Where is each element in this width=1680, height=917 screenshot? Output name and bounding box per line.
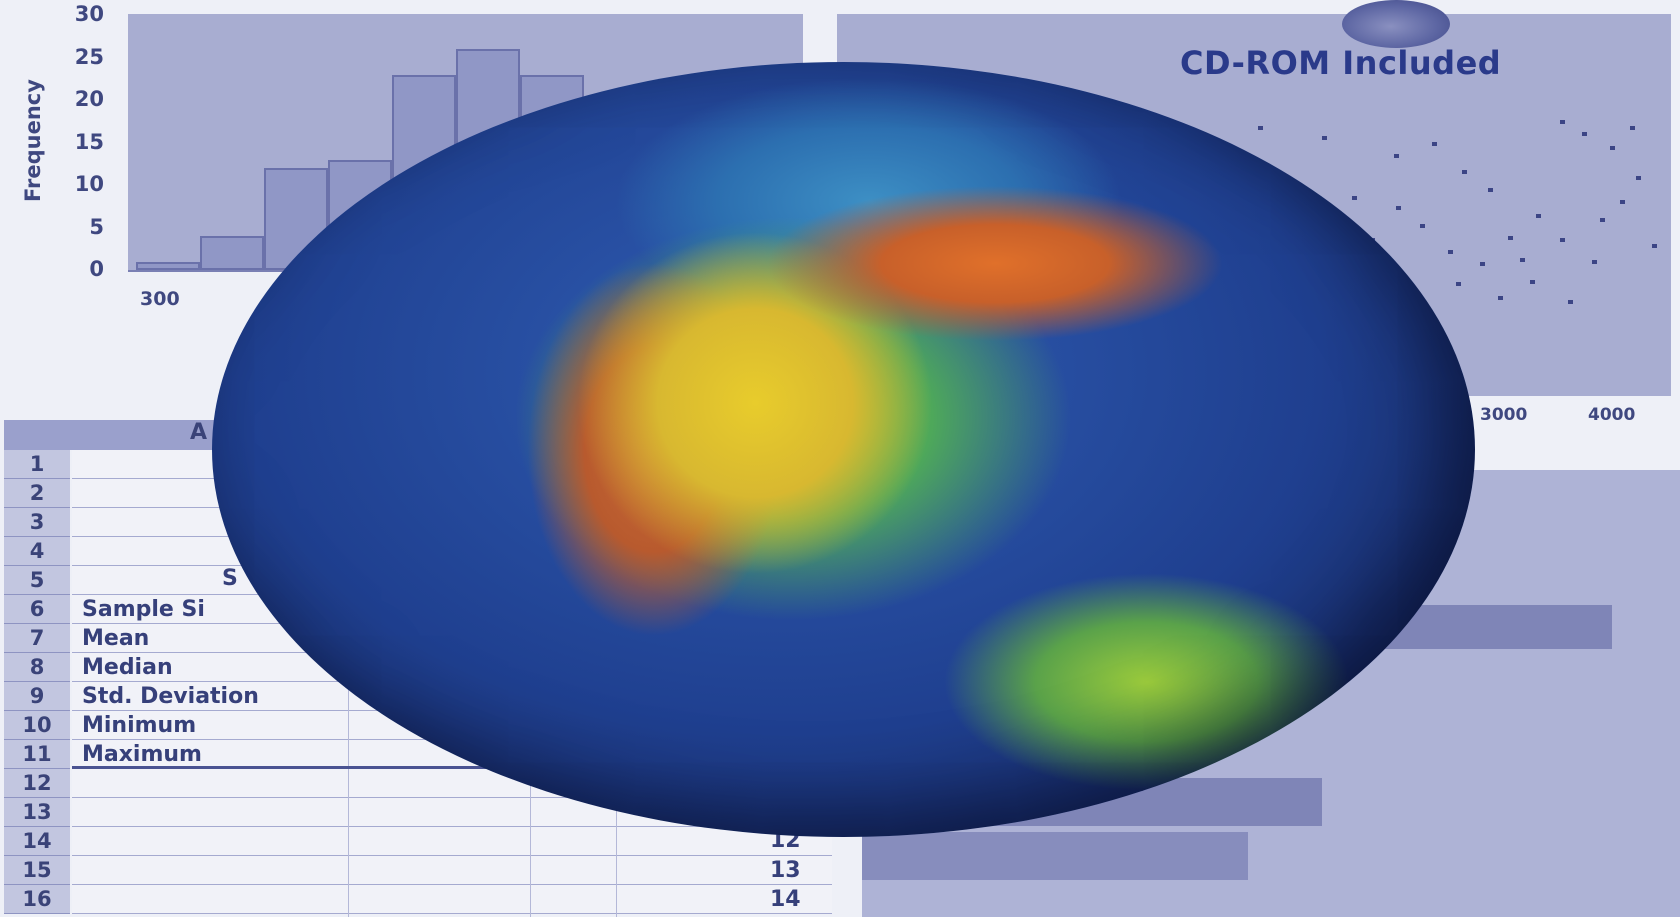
scatter-point <box>1610 146 1615 150</box>
scatter-point <box>1652 244 1657 248</box>
spreadsheet-row-number: 5 <box>4 566 70 595</box>
spreadsheet-row <box>72 885 832 914</box>
spreadsheet-row-number: 15 <box>4 856 70 885</box>
histogram-bar <box>200 236 264 270</box>
scatter-point <box>1636 176 1641 180</box>
scatter-point <box>1530 280 1535 284</box>
spreadsheet-row-number: 3 <box>4 508 70 537</box>
scatter-point <box>1396 206 1401 210</box>
histogram-bar <box>136 261 200 270</box>
spreadsheet-label: Median <box>82 655 173 680</box>
spreadsheet-number: 13 <box>770 858 801 883</box>
histogram-y-tick: 5 <box>89 214 104 239</box>
histogram-y-tick: 30 <box>74 2 104 26</box>
scatter-point <box>1508 236 1513 240</box>
scatter-point <box>1456 282 1461 286</box>
earth-globe-image <box>212 62 1475 837</box>
histogram-y-tick: 0 <box>89 257 104 281</box>
histogram-y-tick: 25 <box>74 44 104 69</box>
scatter-point <box>1480 262 1485 266</box>
scatter-point <box>1560 120 1565 124</box>
scatter-point <box>1560 238 1565 242</box>
spreadsheet-number: 14 <box>770 887 801 912</box>
histogram-x-tick: 300 <box>140 288 180 310</box>
histogram-y-tick: 10 <box>74 172 104 196</box>
scatter-point <box>1352 196 1357 200</box>
spreadsheet-row-number: 16 <box>4 885 70 914</box>
scatter-x-tick: 4000 <box>1588 405 1636 425</box>
scatter-point <box>1462 170 1467 174</box>
spreadsheet-column-header: A <box>190 420 208 445</box>
scatter-point <box>1432 142 1437 146</box>
spreadsheet-row-number: 8 <box>4 653 70 682</box>
spreadsheet-row-number: 9 <box>4 682 70 711</box>
spreadsheet-row <box>72 827 832 856</box>
spreadsheet-row-number: 10 <box>4 711 70 740</box>
spreadsheet-row-number: 14 <box>4 827 70 856</box>
spreadsheet-label: Mean <box>82 626 150 651</box>
spreadsheet-row-number: 4 <box>4 537 70 566</box>
spreadsheet-row-number: 12 <box>4 769 70 798</box>
scatter-point <box>1582 132 1587 136</box>
scatter-point <box>1520 258 1525 262</box>
histogram-y-axis-label: Frequency <box>21 79 45 202</box>
scatter-point <box>1600 218 1605 222</box>
spreadsheet-row <box>72 856 832 885</box>
horizontal-bar <box>862 832 1248 880</box>
scatter-point <box>1620 200 1625 204</box>
spreadsheet-row-number: 1 <box>4 450 70 479</box>
scatter-point <box>1420 224 1425 228</box>
spreadsheet-row-number: 2 <box>4 479 70 508</box>
scatter-x-tick: 3000 <box>1480 405 1528 425</box>
spreadsheet-label: Maximum <box>82 742 202 767</box>
scatter-point <box>1448 250 1453 254</box>
spreadsheet-row-number: 7 <box>4 624 70 653</box>
scatter-point <box>1568 300 1573 304</box>
spreadsheet-label: Sample Si <box>82 597 205 622</box>
cd-disc-icon <box>1342 0 1450 48</box>
scatter-point <box>1592 260 1597 264</box>
spreadsheet-row-number: 6 <box>4 595 70 624</box>
scatter-point <box>1498 296 1503 300</box>
spreadsheet-row-number: 13 <box>4 798 70 827</box>
spreadsheet-heading-fragment: S <box>222 566 238 591</box>
histogram-y-tick: 20 <box>74 87 104 111</box>
cd-rom-banner: CD-ROM Included <box>1180 44 1502 82</box>
scatter-point <box>1394 154 1399 158</box>
spreadsheet-label: Minimum <box>82 713 197 738</box>
histogram-y-tick: 15 <box>74 129 104 154</box>
spreadsheet-label: Std. Deviation <box>82 684 259 709</box>
scatter-point <box>1322 136 1327 140</box>
summary-divider <box>72 766 832 769</box>
spreadsheet-row-number: 11 <box>4 740 70 769</box>
scatter-point <box>1488 188 1493 192</box>
scatter-point <box>1536 214 1541 218</box>
scatter-point <box>1630 126 1635 130</box>
scatter-point <box>1258 126 1263 130</box>
